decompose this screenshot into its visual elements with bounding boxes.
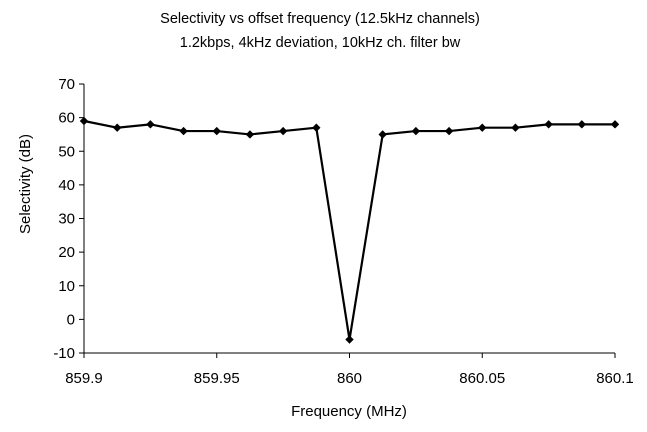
- data-point-marker: [478, 123, 487, 132]
- y-tick-label: 30: [58, 211, 75, 228]
- y-tick-label: 10: [58, 278, 75, 295]
- y-axis-label: Selectivity (dB): [17, 134, 34, 234]
- data-point-marker: [444, 126, 454, 136]
- data-point-marker: [544, 120, 553, 129]
- x-tick-label: 860: [337, 370, 362, 387]
- data-point-marker: [79, 116, 89, 126]
- data-point-marker: [212, 126, 221, 136]
- y-tick-label: 50: [58, 143, 75, 160]
- data-point-marker: [245, 130, 255, 139]
- y-tick-label: 0: [67, 311, 75, 328]
- y-tick-label: 20: [58, 244, 75, 261]
- data-point-marker: [312, 123, 321, 132]
- y-tick-label: 40: [58, 177, 75, 194]
- series: [79, 116, 620, 344]
- data-point-marker: [179, 126, 188, 136]
- x-axis-label: Frequency (MHz): [291, 403, 407, 420]
- data-point-marker: [511, 123, 520, 132]
- x-tick-label: 859.9: [65, 370, 103, 387]
- y-tick-label: 60: [58, 110, 75, 127]
- chart-subtitle: 1.2kbps, 4kHz deviation, 10kHz ch. filte…: [180, 35, 461, 51]
- data-point-marker: [378, 130, 387, 139]
- chart-title: Selectivity vs offset frequency (12.5kHz…: [160, 11, 480, 27]
- series-line: [83, 119, 615, 340]
- axes: [79, 83, 616, 358]
- y-tick-label: -10: [53, 345, 75, 362]
- data-point-marker: [577, 120, 587, 129]
- data-point-marker: [146, 120, 155, 129]
- y-tick-labels: -10 0 10 20 30 40 50 60 70: [53, 76, 75, 362]
- x-tick-label: 859.95: [194, 370, 240, 387]
- x-tick-label: 860.1: [596, 370, 634, 387]
- data-point-marker: [278, 126, 288, 136]
- y-tick-label: 70: [58, 76, 75, 93]
- data-point-marker: [112, 123, 122, 132]
- x-tick-label: 860.05: [459, 370, 505, 387]
- data-point-marker: [610, 120, 620, 129]
- data-point-marker: [411, 126, 421, 136]
- data-point-marker: [345, 335, 354, 344]
- x-tick-labels: 859.9 859.95 860 860.05 860.1: [65, 370, 634, 387]
